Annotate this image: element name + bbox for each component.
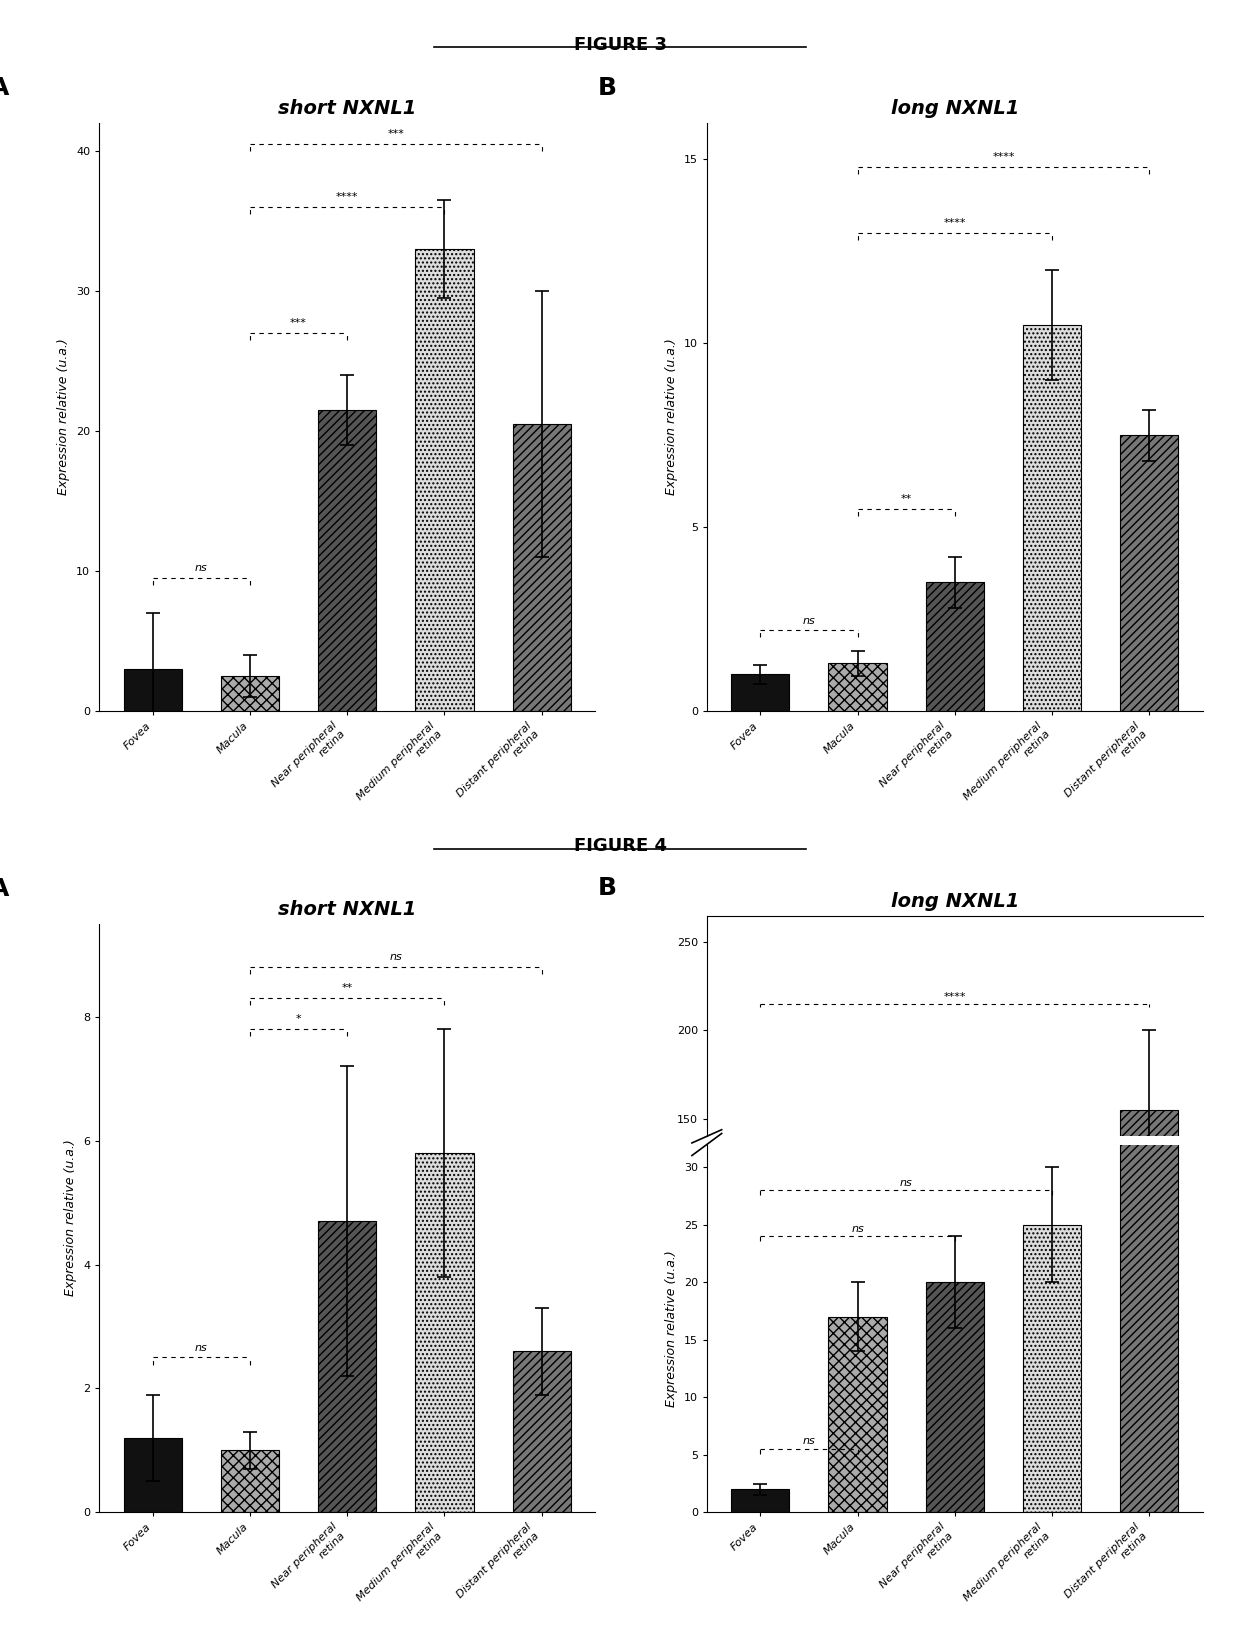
Text: A: A — [0, 75, 10, 100]
Bar — [1023, 325, 1081, 711]
Bar — [828, 664, 887, 711]
Text: ns: ns — [900, 1177, 913, 1187]
Bar — [317, 410, 377, 711]
Text: ns: ns — [195, 1342, 207, 1352]
Text: ****: **** — [992, 152, 1014, 162]
Y-axis label: Expression relative (u.a.): Expression relative (u.a.) — [665, 338, 678, 495]
Title: long NXNL1: long NXNL1 — [890, 893, 1019, 911]
Text: *: * — [296, 1014, 301, 1025]
Bar — [925, 1349, 985, 1383]
Text: ns: ns — [389, 953, 402, 963]
Bar — [221, 677, 279, 711]
Title: short NXNL1: short NXNL1 — [278, 100, 417, 118]
Bar — [1120, 0, 1178, 1512]
Bar — [828, 1354, 887, 1383]
Text: **: ** — [341, 983, 353, 994]
Bar — [1120, 1110, 1178, 1383]
Bar — [1120, 435, 1178, 711]
Y-axis label: Expression relative (u.a.): Expression relative (u.a.) — [665, 1251, 678, 1406]
Text: ns: ns — [802, 616, 815, 626]
Bar — [415, 1153, 474, 1512]
Text: ns: ns — [851, 1223, 864, 1233]
Bar — [732, 1380, 790, 1383]
Text: FIGURE 4: FIGURE 4 — [573, 837, 667, 855]
Text: ns: ns — [802, 1436, 815, 1447]
Bar — [317, 1221, 377, 1512]
Bar — [1023, 1225, 1081, 1512]
Bar — [828, 1316, 887, 1512]
Text: ***: *** — [290, 319, 308, 329]
Bar — [512, 1351, 570, 1512]
Bar — [732, 1489, 790, 1512]
Text: FIGURE 3: FIGURE 3 — [573, 36, 667, 54]
Text: ns: ns — [195, 564, 207, 574]
Bar — [124, 1439, 182, 1512]
Bar — [1023, 1339, 1081, 1383]
Text: ****: **** — [944, 992, 966, 1002]
Bar — [732, 674, 790, 711]
Bar — [512, 423, 570, 711]
Y-axis label: Expression relative (u.a.): Expression relative (u.a.) — [64, 1140, 77, 1297]
Text: A: A — [0, 876, 10, 901]
Text: B: B — [598, 876, 616, 899]
Text: ***: *** — [387, 129, 404, 139]
Bar — [925, 1282, 985, 1512]
Title: long NXNL1: long NXNL1 — [890, 100, 1019, 118]
Bar — [415, 249, 474, 711]
Bar — [124, 669, 182, 711]
Title: short NXNL1: short NXNL1 — [278, 901, 417, 919]
Text: ****: **** — [944, 219, 966, 229]
Bar — [925, 582, 985, 711]
Text: **: ** — [900, 494, 911, 504]
Y-axis label: Expression relative (u.a.): Expression relative (u.a.) — [57, 338, 71, 495]
Bar — [221, 1450, 279, 1512]
Text: B: B — [598, 75, 616, 100]
Text: ****: **** — [336, 191, 358, 203]
